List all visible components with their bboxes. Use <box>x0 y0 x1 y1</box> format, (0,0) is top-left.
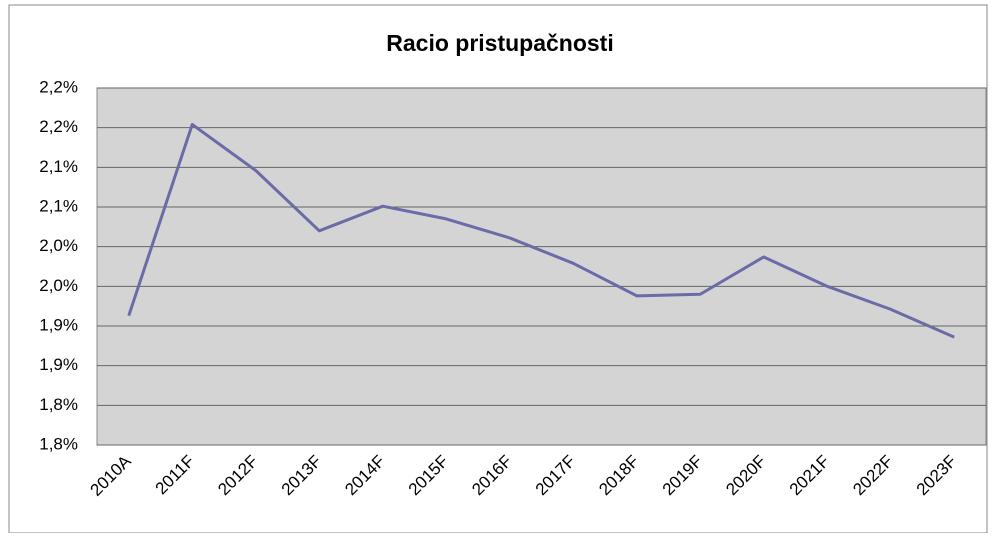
y-tick-label: 2,2% <box>39 77 78 96</box>
y-tick-label: 2,0% <box>39 276 78 295</box>
y-tick-label: 2,0% <box>39 236 78 255</box>
plot-area <box>96 87 987 446</box>
y-tick-label: 1,9% <box>39 355 78 374</box>
line-series <box>127 122 955 339</box>
y-tick-label: 2,2% <box>39 117 78 136</box>
y-tick-label: 2,1% <box>39 157 78 176</box>
y-tick-label: 1,9% <box>39 315 78 334</box>
y-tick-label: 1,8% <box>39 434 78 453</box>
y-tick-label: 1,8% <box>39 395 78 414</box>
chart-title: Racio pristupačnosti <box>386 30 613 56</box>
y-tick-label: 2,1% <box>39 196 78 215</box>
